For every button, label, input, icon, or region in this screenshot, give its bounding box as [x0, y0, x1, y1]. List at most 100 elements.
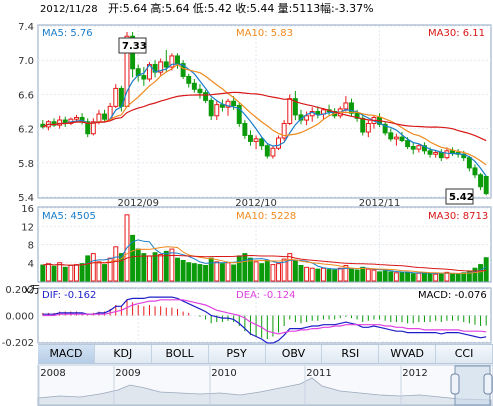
volume-bar	[158, 254, 164, 282]
candlestick	[343, 96, 349, 112]
candlestick	[208, 97, 214, 121]
navigator-right-handle[interactable]	[483, 373, 493, 395]
volume-bar	[450, 273, 455, 282]
volume-ma5-line	[42, 239, 487, 275]
volume-bar	[287, 253, 293, 282]
volume-bar	[478, 264, 484, 282]
candlestick	[253, 135, 259, 150]
volume-bar	[45, 263, 51, 282]
macd-tick-label: 0.202	[5, 285, 34, 296]
volume-bar	[74, 264, 79, 282]
candlestick	[203, 90, 209, 103]
navigator-year-label: 2010	[211, 368, 236, 379]
candlestick	[180, 60, 186, 80]
macd-tick-label: 0.000	[5, 312, 34, 323]
tab-kdj[interactable]: KDJ	[95, 345, 152, 363]
tab-obv[interactable]: OBV	[266, 345, 323, 363]
volume-bar	[365, 268, 371, 282]
volume-bar	[186, 262, 192, 282]
volume-bar	[360, 266, 366, 282]
candlestick	[292, 90, 298, 121]
tab-rsi[interactable]: RSI	[322, 345, 380, 363]
volume-bar	[388, 271, 394, 282]
date-tick-label: 2012/11	[359, 198, 401, 209]
candlestick	[141, 67, 147, 86]
moving-average-lines	[42, 63, 487, 177]
candlestick	[191, 79, 197, 93]
volume-bar	[309, 267, 315, 282]
volume-bar	[292, 259, 298, 282]
header-high: 高:5.64	[150, 1, 189, 15]
volume-bar	[399, 271, 405, 282]
candlestick	[382, 121, 388, 136]
indicator-tabs: MACD KDJ BOLL PSY OBV RSI WVAD CCI	[38, 344, 493, 364]
candlestick	[416, 143, 422, 153]
volume-bar	[337, 267, 343, 282]
ma5-line	[42, 63, 487, 177]
volume-bar	[68, 264, 74, 282]
volume-bar	[421, 272, 427, 282]
volume-bar	[270, 264, 276, 282]
volume-bar	[253, 261, 259, 282]
volume-bar	[169, 248, 175, 282]
volume-bar	[304, 266, 310, 282]
volume-bar	[214, 261, 220, 282]
volume-bar	[427, 273, 433, 282]
candlestick	[421, 142, 427, 155]
tab-psy[interactable]: PSY	[209, 345, 266, 363]
volume-bar	[146, 255, 152, 282]
header-open: 开:5.64	[108, 2, 147, 15]
dif-line	[42, 296, 487, 344]
candlestick	[264, 143, 270, 159]
price-tick-label: 6.2	[18, 125, 34, 136]
candlestick	[259, 137, 265, 150]
volume-bar	[332, 269, 338, 282]
legend-macd: MACD: -0.076	[418, 290, 487, 301]
volume-bar	[354, 269, 360, 282]
legend-vol-ma5: MA5: 4505	[42, 211, 96, 222]
candlestick	[90, 118, 96, 136]
header-change: 幅:-3.37%	[320, 2, 374, 15]
volume-bar	[405, 272, 411, 282]
candlestick	[169, 53, 175, 71]
tab-boll[interactable]: BOLL	[152, 345, 209, 363]
volume-bar	[281, 258, 287, 282]
price-tick-label: 7.0	[18, 56, 34, 67]
volume-bar	[377, 271, 383, 282]
navigator-year-label: 2009	[115, 368, 140, 379]
candlestick	[214, 101, 220, 121]
volume-bar	[371, 269, 377, 282]
low-marker-label: 5.42	[449, 192, 474, 203]
tab-macd[interactable]: MACD	[38, 345, 95, 363]
volume-bar	[40, 264, 46, 282]
candlestick	[450, 147, 455, 156]
volume-bar	[135, 248, 141, 282]
price-panel-frame	[37, 24, 492, 199]
volume-bar	[382, 270, 388, 282]
legend-vol-ma30: MA30: 8713	[428, 211, 488, 222]
candlestick	[466, 155, 472, 172]
axis-labels: 7.4 7.0 6.6 6.2 5.8 5.4 2012/09 2012/10 2012/11 1…	[2, 22, 401, 349]
candlestick	[388, 128, 394, 142]
volume-bar	[248, 257, 253, 282]
legend-dea: DEA: -0.124	[236, 290, 295, 301]
legend-ma10: MA10: 5.83	[236, 28, 293, 39]
volume-bar	[57, 262, 63, 282]
tab-cci[interactable]: CCI	[436, 345, 493, 363]
navigator-left-handle[interactable]	[450, 373, 460, 395]
price-tick-label: 5.4	[18, 193, 34, 204]
high-marker-label: 7.33	[122, 41, 147, 52]
volume-tick-label: 12	[21, 222, 34, 233]
candlestick	[399, 132, 405, 143]
volume-bar	[113, 246, 119, 282]
volume-bar	[219, 263, 225, 282]
tab-wvad[interactable]: WVAD	[379, 345, 437, 363]
candlestick	[478, 173, 484, 191]
volume-bar	[96, 261, 102, 282]
volume-unit: x万	[24, 285, 40, 296]
candlestick	[57, 115, 63, 129]
macd-histogram	[42, 296, 487, 344]
volume-bar	[455, 273, 461, 282]
volume-bar	[393, 272, 399, 282]
